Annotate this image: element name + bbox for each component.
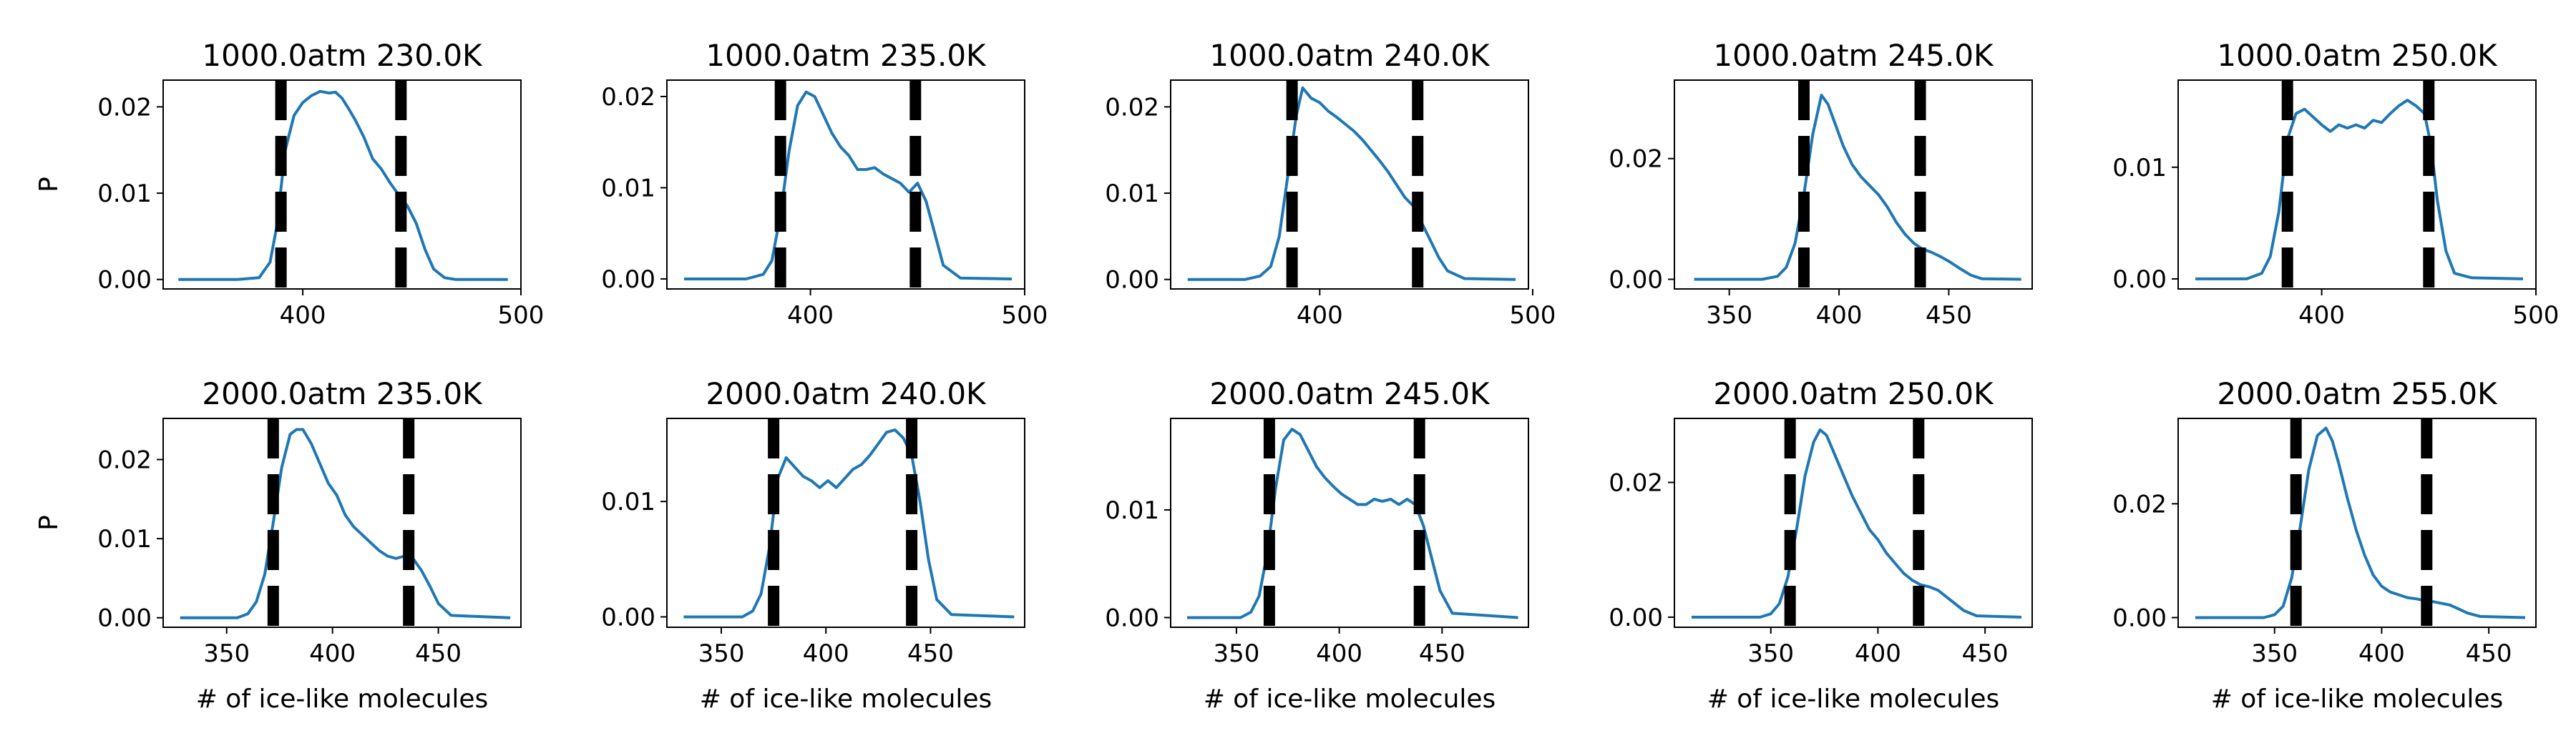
- subplot-6: 2000.0atm 235.0K 350 400 450 0.00 0.01 0.02 # o…: [34, 376, 522, 714]
- x-tick-label: 350: [1706, 301, 1752, 330]
- subplot-7: 2000.0atm 240.0K 350 400 450 0.00 0.01 # of ic…: [601, 376, 1025, 714]
- x-tick-label: 400: [1316, 639, 1362, 668]
- subplot-title: 2000.0atm 245.0K: [1209, 376, 1491, 411]
- y-axis-label: P: [34, 177, 64, 192]
- x-axis-label: # of ice-like molecules: [196, 684, 489, 714]
- x-tick-label: 450: [1419, 639, 1465, 668]
- y-tick-label: 0.02: [97, 446, 152, 475]
- y-tick-label: 0.01: [1105, 496, 1159, 525]
- distribution-line: [683, 428, 1015, 619]
- x-axis-label: # of ice-like molecules: [2211, 684, 2504, 714]
- x-tick-label: 400: [2298, 301, 2345, 330]
- x-tick-label: 400: [1297, 301, 1343, 330]
- x-tick-label: 350: [2251, 639, 2298, 668]
- subplot-title: 2000.0atm 235.0K: [202, 376, 483, 411]
- y-tick-label: 0.02: [1609, 145, 1663, 174]
- subplot-8: 2000.0atm 245.0K 350 400 450 0.00 0.01 # of ic…: [1105, 376, 1529, 714]
- y-tick-label: 0.01: [97, 525, 152, 554]
- x-tick-label: 400: [803, 639, 849, 668]
- x-tick-label: 500: [1002, 301, 1048, 330]
- x-tick-label: 400: [309, 639, 356, 668]
- distribution-line: [2195, 426, 2526, 619]
- distribution-line: [2195, 99, 2524, 280]
- y-tick-label: 0.00: [1609, 265, 1663, 294]
- subplot-title: 1000.0atm 245.0K: [1713, 38, 1994, 73]
- x-tick-label: 400: [787, 301, 834, 330]
- y-tick-label: 0.02: [1609, 468, 1663, 497]
- x-tick-label: 350: [698, 639, 745, 668]
- x-tick-label: 400: [1816, 301, 1863, 330]
- axes-frame: [1674, 79, 2033, 290]
- axes-frame: [2177, 418, 2537, 628]
- distribution-line: [1694, 94, 2021, 281]
- subplot-title: 2000.0atm 255.0K: [2217, 376, 2498, 411]
- y-tick-label: 0.00: [1105, 604, 1159, 632]
- y-tick-label: 0.00: [601, 265, 655, 294]
- axes-frame: [2177, 79, 2537, 290]
- y-tick-label: 0.01: [2112, 154, 2167, 182]
- y-tick-label: 0.01: [97, 180, 152, 208]
- y-tick-label: 0.02: [601, 83, 655, 112]
- x-tick-label: 350: [203, 639, 250, 668]
- axes-frame: [1674, 418, 2033, 628]
- y-tick-label: 0.00: [601, 603, 655, 632]
- x-tick-label: 450: [2466, 639, 2512, 668]
- y-tick-label: 0.01: [601, 488, 655, 516]
- axes-frame: [1170, 79, 1529, 290]
- y-tick-label: 0.00: [97, 604, 152, 633]
- distribution-line: [684, 90, 1013, 280]
- subplot-title: 1000.0atm 230.0K: [202, 38, 483, 73]
- y-tick-label: 0.02: [97, 93, 152, 122]
- x-axis-label: # of ice-like molecules: [1707, 684, 2000, 714]
- distribution-line: [1187, 86, 1516, 281]
- x-axis-label: # of ice-like molecules: [1204, 684, 1496, 714]
- y-axis-label: P: [34, 515, 64, 531]
- y-tick-label: 0.01: [601, 174, 655, 202]
- subplot-2: 1000.0atm 235.0K 400 500 0.00 0.01 0.02: [601, 38, 1048, 330]
- y-tick-label: 0.00: [2112, 604, 2167, 632]
- x-tick-label: 400: [2358, 639, 2405, 668]
- subplot-10: 2000.0atm 255.0K 350 400 450 0.00 0.02 # of ic…: [2112, 376, 2537, 714]
- x-tick-label: 500: [2513, 301, 2560, 330]
- axes-frame: [666, 79, 1025, 290]
- axes-frame: [162, 79, 522, 290]
- axes-frame: [162, 418, 522, 628]
- x-tick-label: 350: [1214, 639, 1260, 668]
- y-tick-label: 0.01: [1105, 180, 1159, 208]
- subplot-title: 1000.0atm 240.0K: [1209, 38, 1491, 73]
- x-tick-label: 450: [1962, 639, 2009, 668]
- subplot-9: 2000.0atm 250.0K 350 400 450 0.00 0.02 # of ic…: [1609, 376, 2033, 714]
- x-tick-label: 350: [1747, 639, 1794, 668]
- y-tick-label: 0.00: [1609, 604, 1663, 632]
- x-tick-label: 500: [498, 301, 545, 330]
- subplot-1: 1000.0atm 230.0K 400 500 0.00 0.01 0.02 P: [34, 38, 544, 330]
- y-tick-label: 0.00: [2112, 265, 2167, 294]
- subplot-3: 1000.0atm 240.0K 400 500 0.00 0.01 0.02: [1105, 38, 1556, 330]
- subplot-title: 1000.0atm 235.0K: [706, 38, 987, 73]
- x-tick-label: 450: [415, 639, 462, 668]
- x-tick-label: 450: [1926, 301, 1972, 330]
- subplot-title: 1000.0atm 250.0K: [2217, 38, 2498, 73]
- subplot-4: 1000.0atm 245.0K 350 400 450 0.00 0.02: [1609, 38, 2033, 330]
- subplot-5: 1000.0atm 250.0K 400 500 0.00 0.01: [2112, 38, 2559, 330]
- distribution-line: [180, 428, 511, 619]
- x-axis-label: # of ice-like molecules: [700, 684, 992, 714]
- distribution-line: [178, 89, 508, 281]
- x-tick-label: 400: [280, 301, 326, 330]
- distribution-line: [1187, 428, 1518, 619]
- y-tick-label: 0.00: [1105, 266, 1159, 295]
- axes-frame: [1170, 418, 1529, 628]
- x-tick-label: 450: [907, 639, 954, 668]
- y-tick-label: 0.00: [97, 266, 152, 295]
- subplot-title: 2000.0atm 240.0K: [706, 376, 987, 411]
- axes-frame: [666, 418, 1025, 628]
- x-tick-label: 400: [1855, 639, 1901, 668]
- x-tick-label: 500: [1509, 301, 1556, 330]
- distribution-line: [1692, 428, 2022, 619]
- subplot-title: 2000.0atm 250.0K: [1713, 376, 1994, 411]
- y-tick-label: 0.02: [2112, 490, 2167, 519]
- y-tick-label: 0.02: [1105, 93, 1159, 122]
